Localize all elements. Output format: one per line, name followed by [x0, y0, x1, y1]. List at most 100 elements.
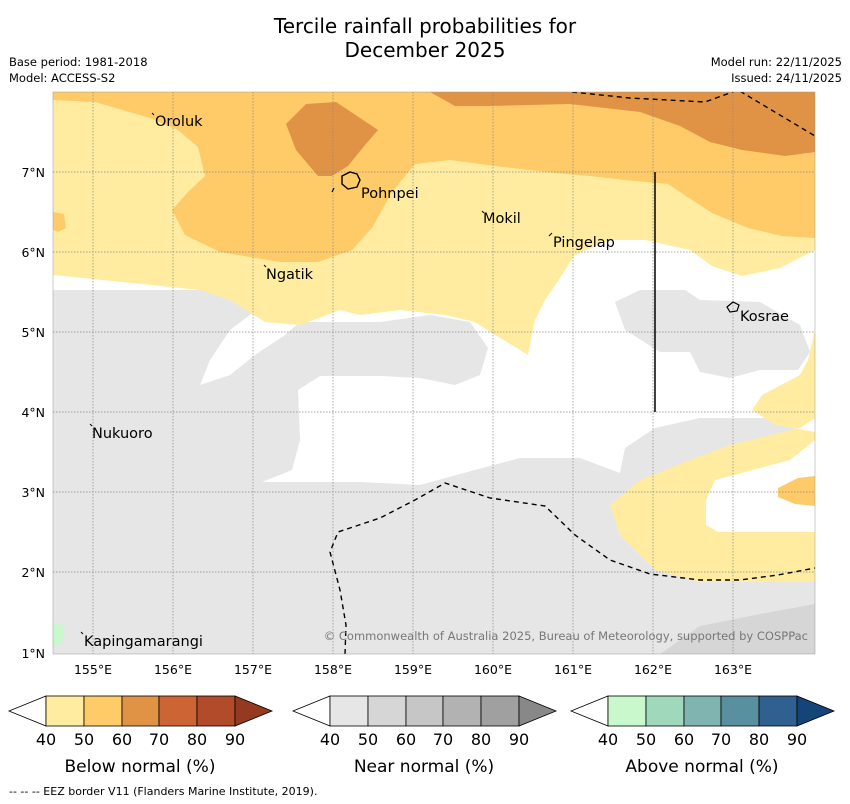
lon-labels: 155°E 156°E 157°E 158°E 159°E 160°E 161°…	[74, 662, 752, 677]
lon-label: 162°E	[634, 662, 672, 677]
eez-border	[329, 92, 815, 654]
legend-tick: 60	[396, 730, 416, 749]
lat-label: 5°N	[21, 325, 45, 340]
place-mokil: Mokil	[483, 211, 521, 227]
issued-date: Issued: 24/11/2025	[731, 71, 842, 85]
below-normal-region-60	[430, 92, 815, 156]
lon-label: 160°E	[474, 662, 512, 677]
place-ngatik: Ngatik	[266, 267, 314, 283]
place-pingelap: Pingelap	[553, 235, 615, 251]
place-markers	[80, 112, 553, 635]
map-area	[53, 92, 815, 654]
near-normal-region-south	[660, 604, 815, 654]
legend-near-normal: 40 50 60 70 80 90 Near normal (%)	[291, 695, 558, 777]
meta-right: Model run: 22/11/2025 Issued: 24/11/2025	[711, 54, 842, 86]
legend-tick: 50	[358, 730, 378, 749]
legend-tick: 80	[749, 730, 769, 749]
eez-footnote: -- -- -- EEZ border V11 (Flanders Marine…	[9, 785, 318, 798]
legend-tick: 40	[598, 730, 618, 749]
legend-swatch	[196, 695, 236, 727]
legend-tick: 40	[320, 730, 340, 749]
legend-swatch	[518, 695, 558, 727]
legend-swatch	[480, 695, 520, 727]
lon-label: 155°E	[74, 662, 112, 677]
below-normal-region-east-50	[778, 476, 815, 506]
legend-tick: 80	[471, 730, 491, 749]
legend-title: Below normal (%)	[65, 757, 216, 777]
legend-swatch	[796, 695, 836, 727]
place-nukuoro: Nukuoro	[92, 426, 153, 442]
model-run: Model run: 22/11/2025	[710, 55, 842, 69]
legend-swatch	[442, 695, 482, 727]
place-labels: Oroluk Pohnpei Mokil Pingelap Ngatik Kos…	[84, 114, 789, 650]
legend-swatch	[607, 695, 647, 727]
lat-label: 2°N	[21, 565, 45, 580]
below-normal-region-west-50	[53, 212, 66, 232]
title-line-2: December 2025	[344, 38, 506, 62]
above-normal-region-50	[53, 622, 64, 646]
below-normal-region-50	[53, 92, 815, 262]
legend-swatch	[720, 695, 760, 727]
legend-swatch	[405, 695, 444, 727]
map-frame	[52, 91, 816, 655]
legend-swatch	[234, 695, 274, 727]
legend-tick: 70	[149, 730, 169, 749]
near-normal-region	[53, 290, 815, 654]
lon-label: 163°E	[714, 662, 752, 677]
lat-labels: 7°N 6°N 5°N 4°N 3°N 2°N 1°N	[21, 165, 45, 661]
lat-label: 7°N	[21, 165, 45, 180]
legend-tick: 40	[36, 730, 56, 749]
legend-swatch	[758, 695, 798, 727]
lon-label: 159°E	[394, 662, 432, 677]
legend-tick: 90	[787, 730, 807, 749]
legend-tick: 50	[74, 730, 94, 749]
lat-label: 3°N	[21, 485, 45, 500]
map-title: Tercile rainfall probabilities for Decem…	[0, 14, 850, 62]
lat-label: 6°N	[21, 245, 45, 260]
meta-left: Base period: 1981-2018 Model: ACCESS-S2	[9, 54, 148, 86]
legend-swatch	[645, 695, 685, 727]
copyright-note: © Commonwealth of Australia 2025, Bureau…	[324, 629, 808, 643]
legend-tick: 50	[636, 730, 656, 749]
graticule	[53, 92, 815, 654]
lon-label: 157°E	[234, 662, 272, 677]
place-oroluk: Oroluk	[155, 114, 203, 130]
legend-swatch	[121, 695, 160, 727]
lat-label: 1°N	[21, 646, 45, 661]
legend-swatch	[329, 695, 369, 727]
legend-swatch	[83, 695, 123, 727]
legend-title: Above normal (%)	[625, 757, 778, 777]
legend-tick: 60	[674, 730, 694, 749]
legend-swatch	[45, 695, 85, 727]
below-normal-region-east-40	[610, 330, 815, 582]
legend-swatch	[291, 695, 331, 727]
legend-swatch	[7, 695, 47, 727]
place-kapingamarangi: Kapingamarangi	[84, 634, 203, 650]
base-period: Base period: 1981-2018	[9, 55, 148, 69]
place-pohnpei: Pohnpei	[361, 186, 419, 202]
legend-tick: 60	[112, 730, 132, 749]
lon-label: 158°E	[314, 662, 352, 677]
legend-tick: 80	[187, 730, 207, 749]
near-normal-region-east	[615, 290, 810, 378]
title-line-1: Tercile rainfall probabilities for	[273, 14, 577, 38]
lon-label: 156°E	[154, 662, 192, 677]
legend-above-normal: 40 50 60 70 80 90 Above normal (%)	[569, 695, 836, 777]
kosrae-island	[726, 301, 740, 313]
pohnpei-island	[341, 171, 361, 190]
legend-tick: 90	[225, 730, 245, 749]
model-name: Model: ACCESS-S2	[9, 71, 116, 85]
lat-label: 4°N	[21, 405, 45, 420]
ant-atoll	[331, 187, 335, 193]
legend-swatch	[683, 695, 722, 727]
legend-tick: 70	[711, 730, 731, 749]
legend-swatch	[367, 695, 407, 727]
legend-below-normal: 40 50 60 70 80 90 Below normal (%)	[7, 695, 274, 777]
below-normal-region-pohnpei-60	[286, 102, 378, 176]
legend-tick: 90	[509, 730, 529, 749]
legend-swatch	[569, 695, 609, 727]
forecast-map: Oroluk Pohnpei Mokil Pingelap Ngatik Kos…	[7, 91, 836, 777]
place-kosrae: Kosrae	[740, 309, 789, 325]
legend-title: Near normal (%)	[354, 757, 494, 777]
lon-label: 161°E	[554, 662, 592, 677]
